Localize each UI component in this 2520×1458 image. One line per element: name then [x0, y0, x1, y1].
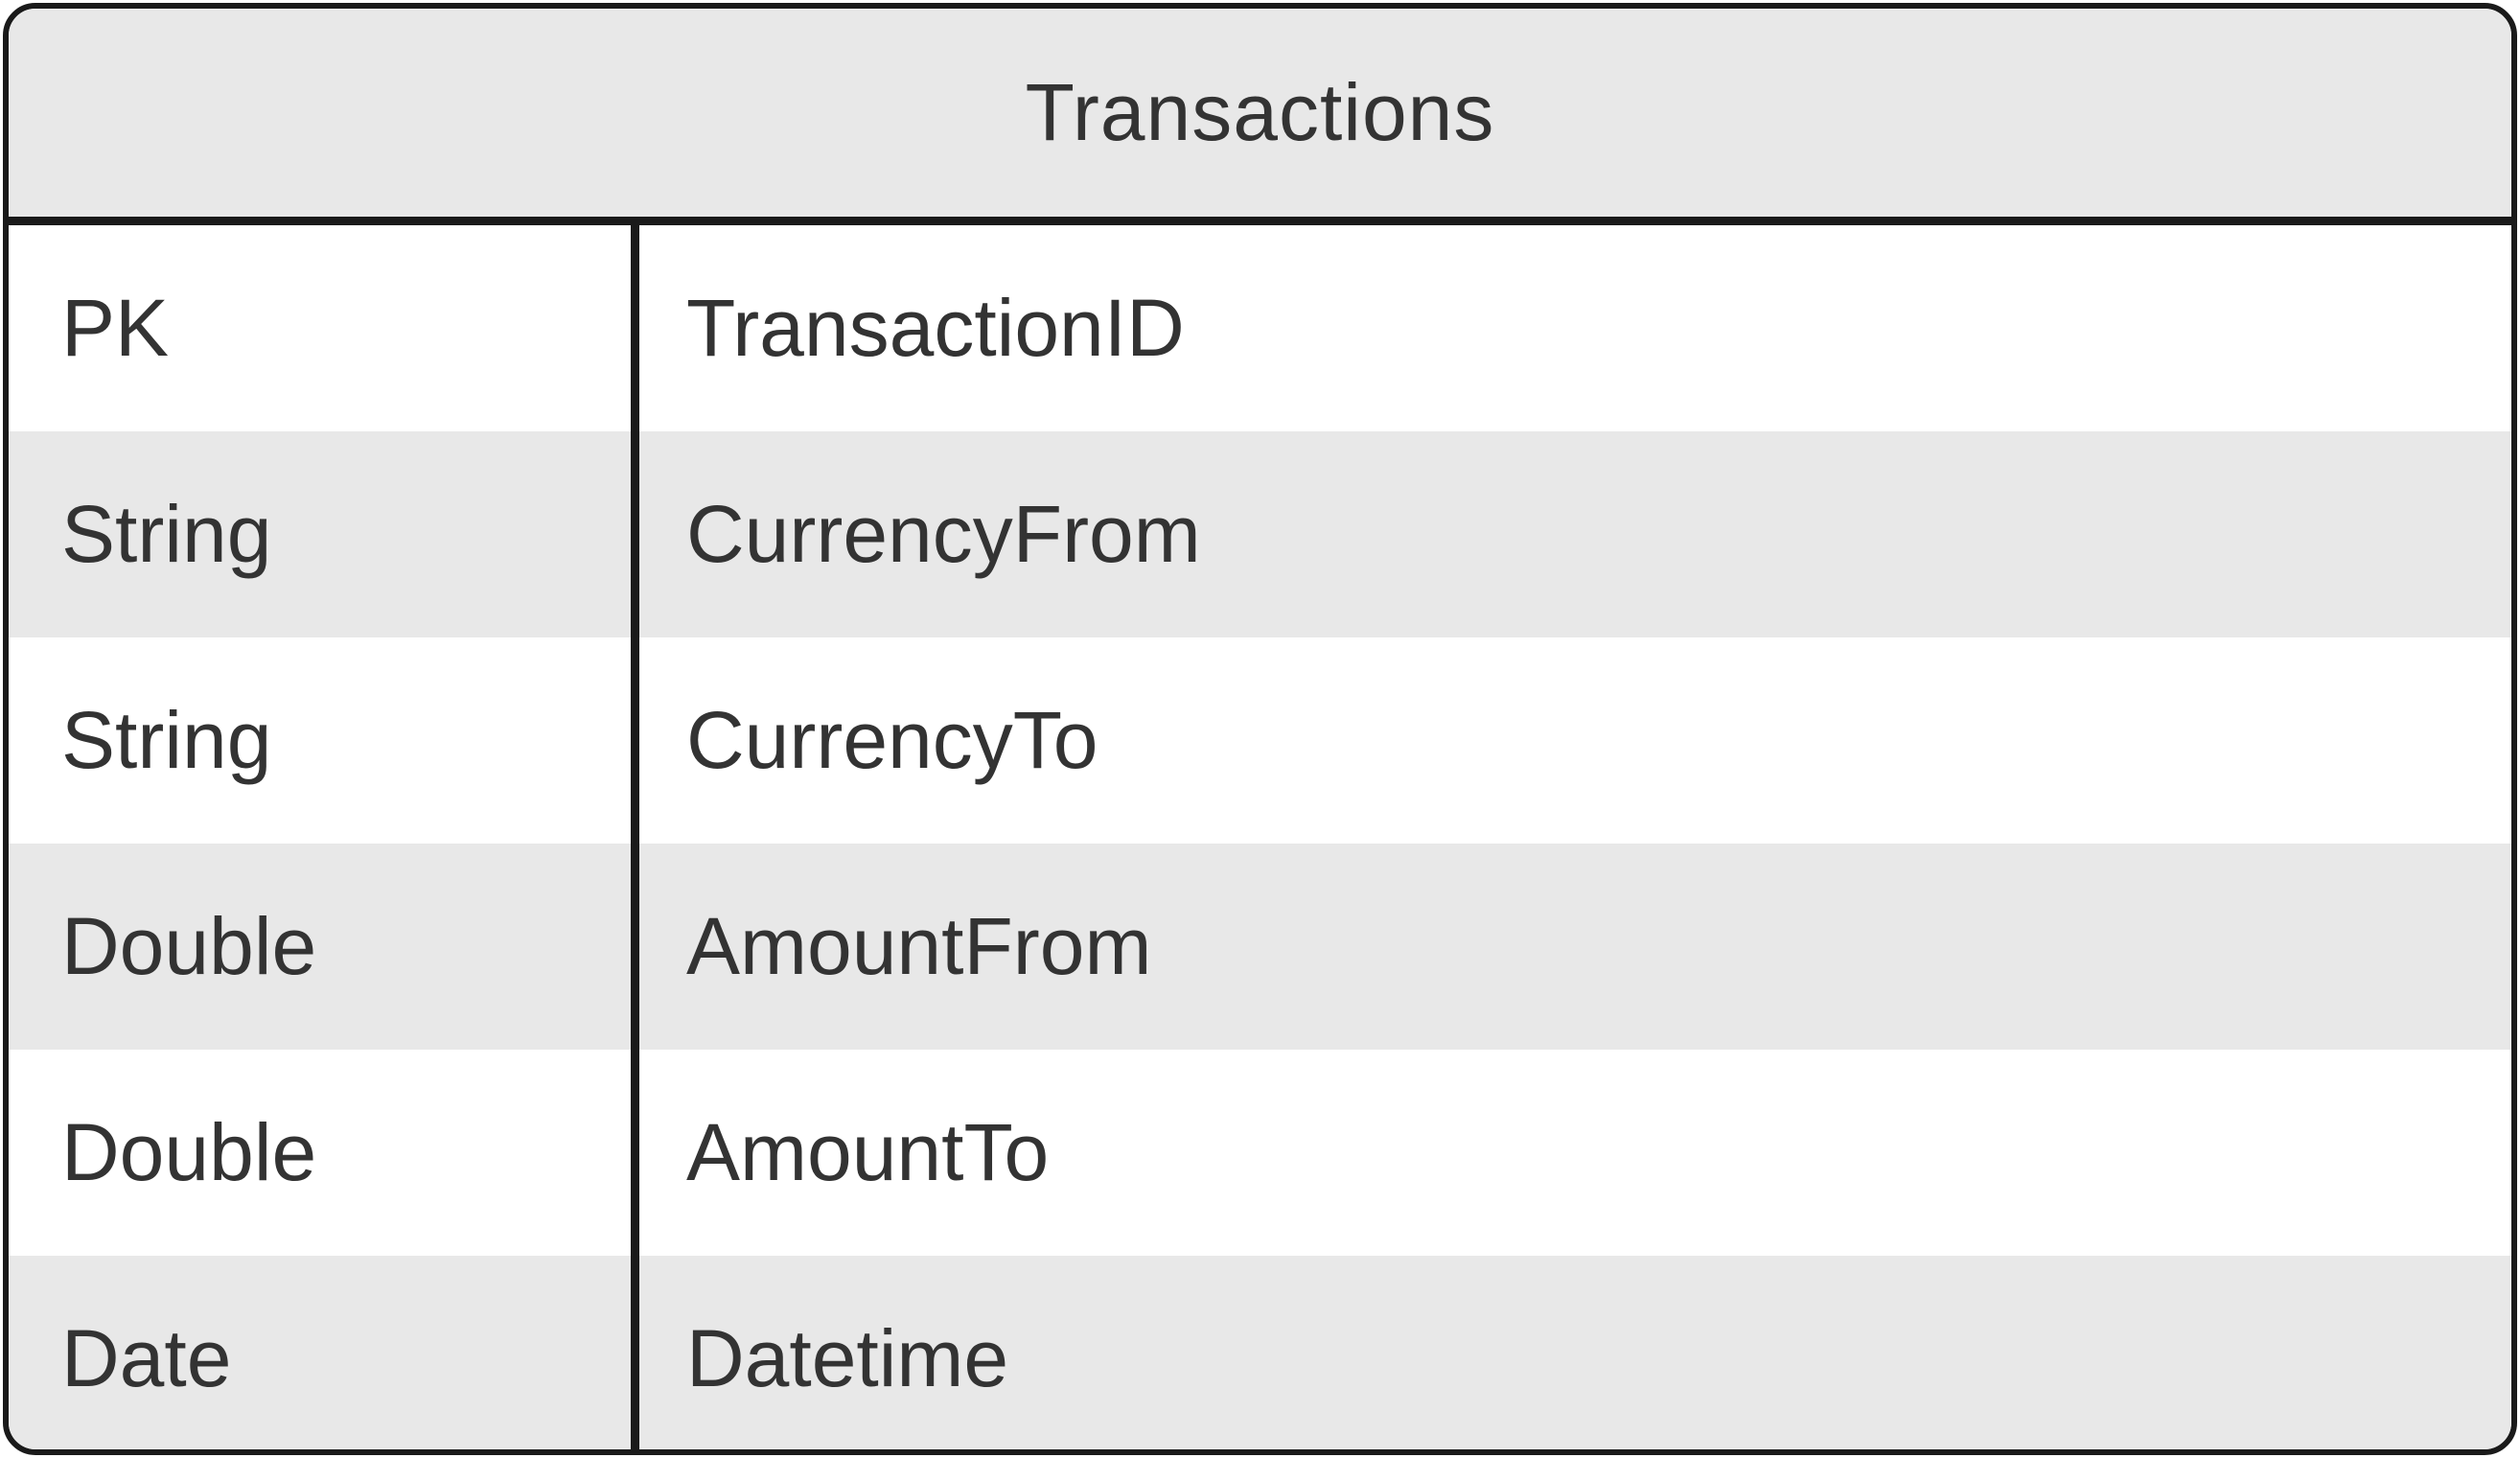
field-type: PK [61, 283, 170, 373]
field-name: TransactionID [686, 283, 1185, 373]
field-name: Datetime [686, 1313, 1009, 1403]
field-name: AmountFrom [686, 901, 1152, 991]
field-row-amountto: Double AmountTo [9, 1050, 2511, 1256]
field-name: AmountTo [686, 1107, 1050, 1197]
header-divider [9, 217, 2511, 225]
field-row-currencyto: String CurrencyTo [9, 637, 2511, 844]
entity-table: Transactions PK TransactionID String Cur… [3, 3, 2517, 1455]
field-type: String [61, 489, 272, 579]
field-name: CurrencyTo [686, 695, 1098, 785]
field-row-transactionid: PK TransactionID [9, 225, 2511, 431]
field-type: Date [61, 1313, 232, 1403]
field-name: CurrencyFrom [686, 489, 1201, 579]
entity-header: Transactions [9, 9, 2511, 217]
column-divider [631, 225, 639, 1449]
field-type: Double [61, 901, 317, 991]
field-row-datetime: Date Datetime [9, 1256, 2511, 1449]
field-type: String [61, 695, 272, 785]
field-row-currencyfrom: String CurrencyFrom [9, 431, 2511, 637]
field-list: PK TransactionID String CurrencyFrom Str… [9, 225, 2511, 1449]
field-row-amountfrom: Double AmountFrom [9, 844, 2511, 1050]
field-type: Double [61, 1107, 317, 1197]
entity-title: Transactions [1025, 67, 1495, 157]
